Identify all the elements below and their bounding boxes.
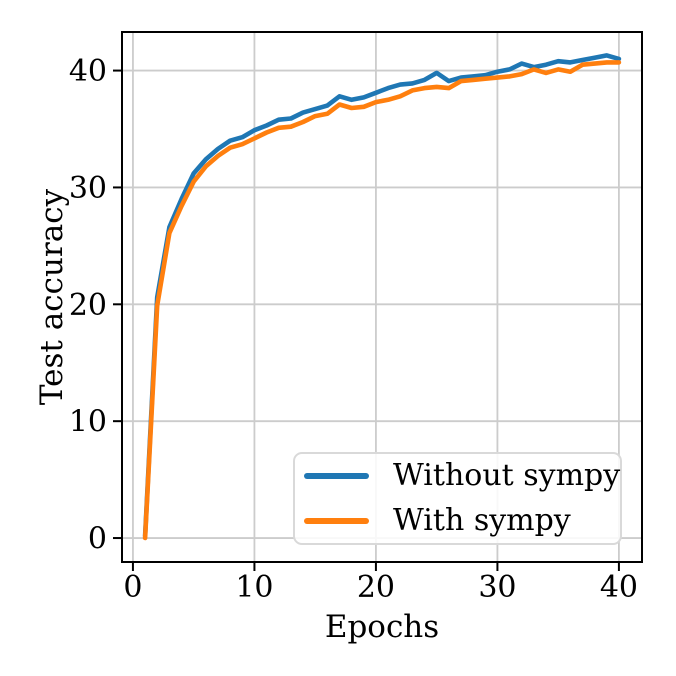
- x-axis-label: Epochs: [324, 609, 440, 645]
- legend: Without sympy With sympy: [293, 452, 622, 545]
- legend-line-swatch-icon: [304, 473, 369, 480]
- svg-text:0: 0: [123, 570, 142, 605]
- svg-text:40: 40: [600, 570, 638, 605]
- svg-text:10: 10: [235, 570, 273, 605]
- legend-item-with-sympy: With sympy: [295, 499, 620, 544]
- legend-label: With sympy: [393, 502, 571, 538]
- svg-text:10: 10: [69, 405, 107, 440]
- svg-text:20: 20: [69, 288, 107, 323]
- legend-item-without-sympy: Without sympy: [295, 454, 620, 499]
- y-axis-label: Test accuracy: [34, 188, 70, 406]
- svg-text:0: 0: [88, 522, 107, 557]
- legend-line-swatch-icon: [304, 517, 369, 524]
- svg-text:30: 30: [69, 171, 107, 206]
- svg-text:20: 20: [357, 570, 395, 605]
- svg-text:40: 40: [69, 54, 107, 89]
- legend-label: Without sympy: [393, 458, 621, 494]
- svg-text:30: 30: [478, 570, 516, 605]
